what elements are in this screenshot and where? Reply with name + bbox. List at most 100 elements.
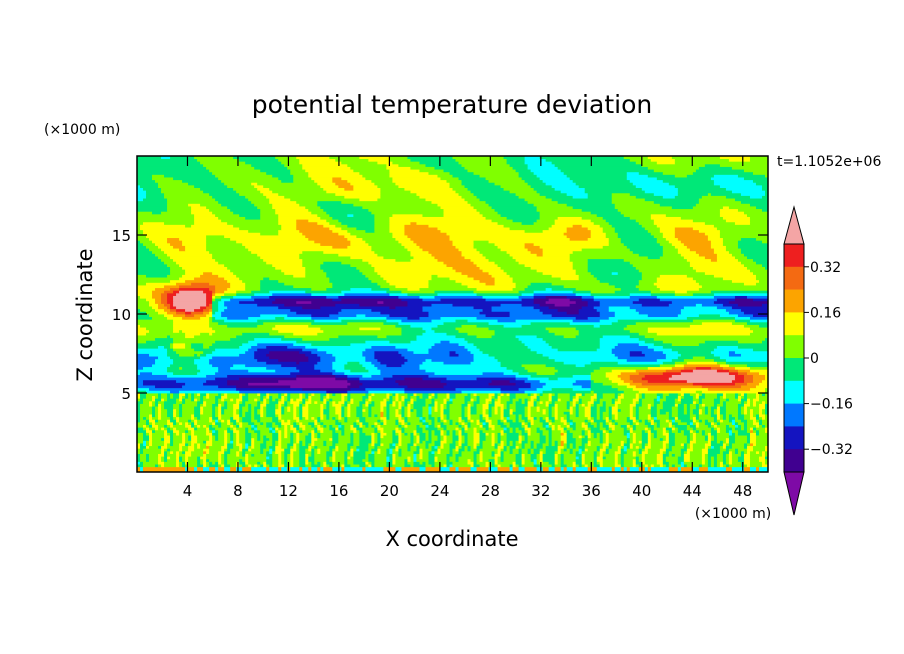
contour-cell <box>503 371 519 375</box>
contour-cell <box>515 374 532 378</box>
contour-cell <box>185 435 189 439</box>
contour-cell <box>257 348 303 352</box>
contour-cell <box>137 400 144 404</box>
contour-cell <box>236 440 240 444</box>
contour-cell <box>299 400 303 404</box>
contour-cell <box>692 443 706 447</box>
contour-cell <box>527 448 532 452</box>
contour-cell <box>371 398 384 402</box>
contour-cell <box>485 437 492 441</box>
contour-cell <box>170 416 174 420</box>
contour-cell <box>179 277 195 281</box>
contour-cell <box>581 429 586 433</box>
contour-cell <box>272 443 276 447</box>
contour-cell <box>326 414 330 418</box>
contour-cell <box>275 406 279 410</box>
contour-cell <box>578 414 586 418</box>
contour-cell <box>272 458 279 462</box>
contour-cell <box>614 400 622 404</box>
contour-cell <box>299 469 303 472</box>
contour-cell <box>602 400 607 404</box>
contour-cell <box>458 432 462 436</box>
contour-cell <box>659 287 700 291</box>
contour-cell <box>302 393 306 397</box>
contour-cell <box>689 450 703 454</box>
contour-cell <box>548 356 619 360</box>
contour-cell <box>206 443 213 447</box>
contour-cell <box>305 443 309 447</box>
contour-cell <box>605 416 610 420</box>
contour-cell <box>662 461 670 465</box>
contour-cell <box>512 408 516 412</box>
contour-cell <box>170 335 186 339</box>
contour-cell <box>755 424 760 428</box>
contour-cell <box>143 400 150 404</box>
contour-cell <box>179 408 183 412</box>
contour-cell <box>266 450 270 454</box>
contour-cell <box>713 461 718 465</box>
contour-cell <box>731 469 745 472</box>
contour-cell <box>446 393 450 397</box>
contour-cell <box>551 408 556 412</box>
contour-cell <box>545 435 550 439</box>
contour-cell <box>173 300 207 304</box>
contour-cell <box>368 456 375 460</box>
contour-cell <box>575 427 586 431</box>
contour-cell <box>191 453 204 457</box>
contour-cell <box>242 408 249 412</box>
contour-cell <box>392 440 399 444</box>
contour-cell <box>416 443 426 447</box>
contour-cell <box>362 429 375 433</box>
contour-cell <box>728 443 733 447</box>
contour-cell <box>749 400 754 404</box>
contour-cell <box>149 453 159 457</box>
contour-cell <box>284 393 288 397</box>
contour-cell <box>554 411 559 415</box>
contour-cell <box>152 424 159 428</box>
contour-cell <box>389 450 393 454</box>
contour-cell <box>191 424 195 428</box>
contour-cell <box>239 458 243 462</box>
contour-cell <box>584 411 592 415</box>
contour-cell <box>518 448 522 452</box>
contour-cell <box>548 469 556 472</box>
contour-cell <box>149 421 153 425</box>
contour-cell <box>332 282 378 286</box>
contour-cell <box>284 456 288 460</box>
contour-cell <box>152 398 156 402</box>
contour-cell <box>599 342 619 346</box>
contour-cell <box>701 458 706 462</box>
contour-cell <box>641 448 646 452</box>
contour-cell <box>716 345 739 349</box>
contour-cell <box>677 456 685 460</box>
contour-cell <box>287 314 312 318</box>
contour-cell <box>662 400 676 404</box>
contour-cell <box>488 321 532 325</box>
contour-cell <box>281 456 285 460</box>
contour-cell <box>722 458 727 462</box>
contour-cell <box>653 427 664 431</box>
contour-cell <box>329 424 333 428</box>
contour-cell <box>215 408 219 412</box>
contour-cell <box>524 458 532 462</box>
contour-cell <box>284 303 336 307</box>
contour-cell <box>209 466 216 470</box>
contour-cell <box>731 321 748 325</box>
contour-cell <box>449 421 453 425</box>
contour-cell <box>320 424 324 428</box>
contour-cell <box>233 398 237 402</box>
contour-cell <box>155 414 159 418</box>
contour-cell <box>536 269 577 273</box>
contour-cell <box>659 400 664 404</box>
contour-cell <box>140 324 174 328</box>
contour-cell <box>662 458 667 462</box>
contour-cell <box>590 408 598 412</box>
contour-cell <box>560 464 568 468</box>
contour-cell <box>755 440 768 444</box>
contour-cell <box>155 395 159 399</box>
contour-cell <box>434 453 447 457</box>
contour-cell <box>431 400 435 404</box>
contour-cell <box>584 445 598 449</box>
contour-cell <box>668 450 682 454</box>
contour-cell <box>224 408 234 412</box>
